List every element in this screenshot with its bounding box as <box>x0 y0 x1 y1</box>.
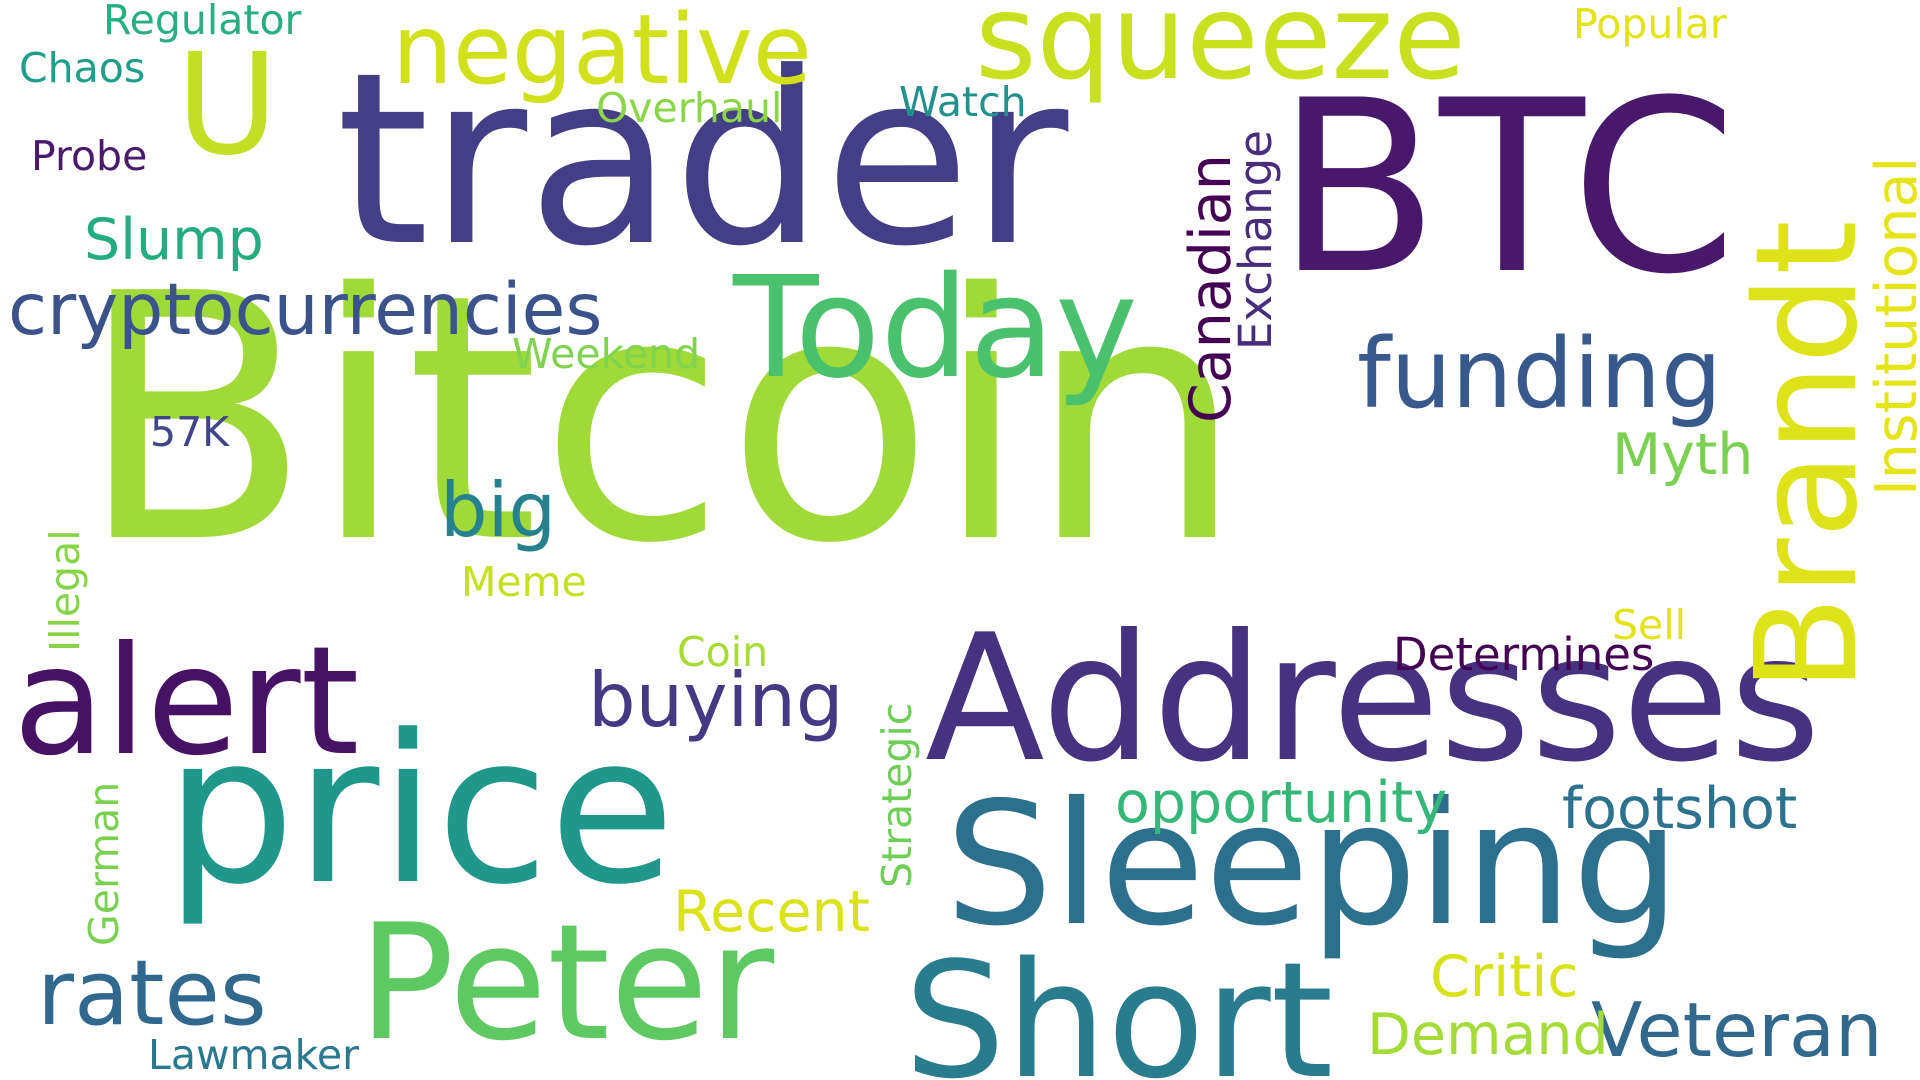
word-cryptocurrencies: cryptocurrencies <box>8 268 603 351</box>
word-myth: Myth <box>1612 422 1754 488</box>
word-watch: Watch <box>899 78 1027 126</box>
word-alert: alert <box>13 615 360 789</box>
word-sleeping: Sleeping <box>945 766 1681 964</box>
word-squeeze: squeeze <box>975 0 1466 106</box>
word-institutional: Institutional <box>1864 156 1920 496</box>
word-popular: Popular <box>1573 0 1727 48</box>
word-slump: Slump <box>84 207 264 273</box>
word-negative: negative <box>392 0 812 106</box>
word-critic: Critic <box>1430 944 1579 1010</box>
word-price: price <box>165 692 676 930</box>
word-recent: Recent <box>673 879 870 945</box>
word-regulator: Regulator <box>103 0 302 44</box>
word-determines: Determines <box>1393 628 1655 681</box>
word-btc: BTC <box>1276 50 1737 327</box>
word-bitcoin: Bitcoin <box>78 222 1244 618</box>
word-chaos: Chaos <box>19 44 146 92</box>
word-peter: Peter <box>358 889 775 1076</box>
word-probe: Probe <box>31 132 148 180</box>
word-exchange: Exchange <box>1229 130 1282 350</box>
word-lawmaker: Lawmaker <box>148 1031 359 1079</box>
word-meme: Meme <box>461 558 587 606</box>
word-today: Today <box>733 247 1138 410</box>
word-veteran: Veteran <box>1591 986 1883 1074</box>
word-rates: rates <box>37 941 267 1046</box>
word-illegal: Illegal <box>41 529 89 652</box>
word-footshot: footshot <box>1562 776 1798 842</box>
word-opportunity: opportunity <box>1115 770 1448 836</box>
word-buying: buying <box>588 656 844 744</box>
word-big: big <box>440 466 557 554</box>
word-addresses: Addresses <box>925 598 1821 801</box>
word-weekend: Weekend <box>512 330 701 378</box>
word-german: German <box>80 781 128 946</box>
word-funding: funding <box>1357 318 1722 430</box>
word-coin: Coin <box>677 628 769 676</box>
word-demand: Demand <box>1367 1002 1609 1068</box>
word-overhaul: Overhaul <box>596 84 783 132</box>
word-short: Short <box>904 927 1334 1080</box>
word-u: U <box>176 24 279 187</box>
word-brandt: Brandt <box>1726 220 1889 692</box>
word-strategic: Strategic <box>873 702 921 888</box>
word-trader: trader <box>336 22 1069 299</box>
word-sell: Sell <box>1612 601 1687 649</box>
word-57k: 57K <box>150 408 230 456</box>
